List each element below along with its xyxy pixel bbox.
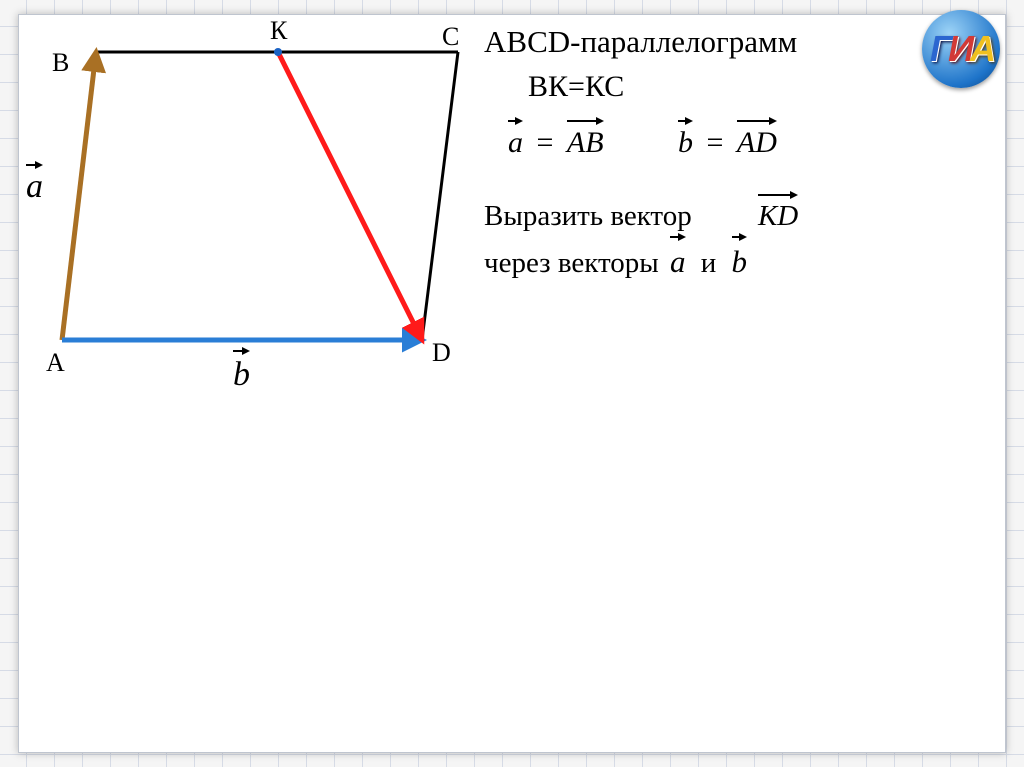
slide-panel: В К С D А a b АВСD-параллелограмм ВК=КС … — [18, 14, 1006, 753]
vector-a — [62, 52, 96, 340]
label-vec-b: b — [233, 350, 250, 392]
task-line2-text: через векторы — [484, 247, 659, 279]
edge-CD — [422, 52, 458, 340]
task-line1-text: Выразить вектор — [484, 200, 692, 232]
task-midpoint: ВК=КС — [528, 70, 624, 104]
eq-a: a = AB — [508, 120, 604, 160]
task-and: и — [693, 247, 725, 279]
task-sym-b: b — [732, 236, 748, 280]
logo-letter-3: А — [970, 28, 992, 69]
label-A: А — [46, 350, 65, 376]
eq-b-lhs: b — [678, 120, 693, 160]
label-D: D — [432, 340, 451, 366]
task-line2: через векторы a и b — [484, 236, 747, 280]
logo-letter-2: И — [948, 28, 970, 69]
eq-a-lhs: a — [508, 120, 523, 160]
point-K — [274, 48, 282, 56]
label-vec-a: a — [26, 164, 43, 204]
label-B: В — [52, 50, 69, 76]
label-C: С — [442, 24, 459, 50]
eq-a-rhs: AB — [567, 120, 604, 160]
label-K: К — [270, 18, 287, 44]
task-sym-a: a — [670, 236, 686, 280]
gia-logo: ГИА — [922, 10, 1012, 90]
eq-b-rhs: AD — [737, 120, 777, 160]
task-kd: КD — [758, 194, 798, 233]
task-title: АВСD-параллелограмм — [484, 24, 797, 60]
eq-b: b = AD — [678, 120, 777, 160]
task-line1: Выразить вектор — [484, 200, 692, 233]
vector-KD — [278, 52, 422, 340]
logo-letter-1: Г — [930, 28, 948, 69]
parallelogram-figure — [18, 14, 518, 384]
